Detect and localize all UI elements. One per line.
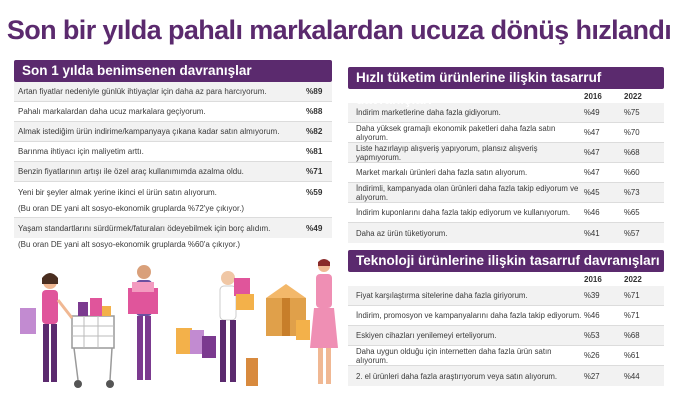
shopper-figure [202,271,258,386]
shoppers-illustration [20,259,338,388]
year-header: 2016 2022 [348,272,664,286]
value-2022: %75 [624,108,640,117]
table-row: İndirimli, kampanyada olan ürünleri daha… [348,183,664,203]
row-text: Liste hazırlayıp alışveriş yapıyorum, pl… [356,143,538,162]
behavior-pct: %71 [306,167,323,176]
table-row: Fiyat karşılaştırma sitelerine daha fazl… [348,286,664,306]
behavior-text: Benzin fiyatlarının artışı ile özel araç… [18,167,244,176]
shopper-figure [128,265,204,380]
table-row: İndirim marketlerine daha fazla gidiyoru… [348,103,664,123]
behavior-text: Pahalı markalardan daha ucuz markalara g… [18,107,206,116]
behavior-text: Barınma ihtiyacı için maliyetim arttı. [18,147,144,156]
behavior-pct: %81 [306,147,323,156]
left-section-heading: Son 1 yılda benimsenen davranışlar [14,60,332,82]
behavior-text: Artan fiyatlar nedeniyle günlük ihtiyaçl… [18,87,267,96]
table-row: Eskiyen cihazları yenilemeyi erteliyorum… [348,326,664,346]
behavior-text: Yaşam standartlarını sürdürmek/faturalar… [18,223,271,233]
row-text: Daha uygun olduğu için internetten daha … [356,346,552,365]
row-text: İndirim, promosyon ve kampanyalarını dah… [356,311,582,320]
list-item: Yaşam standartlarını sürdürmek/faturalar… [14,218,332,238]
page-title: Son bir yılda pahalı markalardan ucuza d… [6,15,672,45]
year-label: 2016 [584,91,602,101]
behavior-pct: %59 [306,187,323,197]
value-2022: %68 [624,148,640,157]
shopping-cart-icon [71,298,115,388]
behavior-text: Yeni bir şeyler almak yerine ikinci el ü… [18,187,217,197]
table-row: 2. el ürünleri daha fazla araştırıyorum … [348,366,664,386]
value-2016: %46 [584,311,600,320]
row-text: Fiyat karşılaştırma sitelerine daha fazl… [356,291,528,300]
tech-heading: Teknoloji ürünlerine ilişkin tasarruf da… [348,250,664,272]
table-row: İndirim, promosyon ve kampanyalarını dah… [348,306,664,326]
list-item: Almak istediğim ürün indirime/kampanyaya… [14,122,332,142]
table-row: İndirim kuponlarını daha fazla takip edi… [348,203,664,223]
behavior-text: Almak istediğim ürün indirime/kampanyaya… [18,127,280,136]
footnote: (Bu oran DE yani alt sosyo-ekonomik grup… [18,240,241,249]
value-2022: %70 [624,128,640,137]
value-2016: %26 [584,351,600,360]
table-row: Market markalı ürünleri daha fazla satın… [348,163,664,183]
behavior-pct: %49 [306,223,323,233]
value-2022: %44 [624,371,640,381]
year-label: 2016 [584,274,602,284]
row-text: Daha yüksek gramajlı ekonomik paketleri … [356,123,556,142]
behavior-pct: %88 [306,107,323,116]
list-item: Barınma ihtiyacı için maliyetim arttı. %… [14,142,332,162]
footnote: (Bu oran DE yani alt sosyo-ekonomik grup… [14,202,332,218]
value-2016: %27 [584,371,600,381]
value-2016: %46 [584,208,600,217]
value-2022: %73 [624,188,640,197]
tech-panel: Teknoloji ürünlerine ilişkin tasarruf da… [348,250,664,386]
behavior-pct: %89 [306,87,323,96]
list-item: Yeni bir şeyler almak yerine ikinci el ü… [14,182,332,202]
value-2022: %68 [624,331,640,340]
row-text: İndirim marketlerine daha fazla gidiyoru… [356,108,501,117]
row-text: Eskiyen cihazları yenilemeyi erteliyorum… [356,331,497,340]
value-2022: %71 [624,311,640,320]
list-item: Artan fiyatlar nedeniyle günlük ihtiyaçl… [14,82,332,102]
year-label: 2022 [624,91,642,101]
row-text: İndirimli, kampanyada olan ürünleri daha… [356,183,579,202]
value-2022: %61 [624,351,640,360]
table-row: Daha az ürün tüketiyorum. %41 %57 [348,223,664,243]
year-label: 2022 [624,274,642,284]
table-row: Liste hazırlayıp alışveriş yapıyorum, pl… [348,143,664,163]
shopper-figure [296,259,338,384]
value-2016: %49 [584,108,600,117]
row-text: Market markalı ürünleri daha fazla satın… [356,168,528,177]
value-2016: %53 [584,331,600,340]
row-text: 2. el ürünleri daha fazla araştırıyorum … [356,371,558,381]
behavior-pct: %82 [306,127,323,136]
fmcg-heading: Hızlı tüketim ürünlerine ilişkin tasarru… [348,67,664,107]
fmcg-panel: Hızlı tüketim ürünlerine ilişkin tasarru… [348,67,664,243]
table-row: Daha uygun olduğu için internetten daha … [348,346,664,366]
value-2016: %39 [584,291,600,300]
row-text: İndirim kuponlarını daha fazla takip edi… [356,208,571,217]
shopper-figure [20,273,74,382]
row-text: Daha az ürün tüketiyorum. [356,228,448,238]
list-item: Pahalı markalardan daha ucuz markalara g… [14,102,332,122]
year-header: 2016 2022 [348,89,664,103]
value-2016: %47 [584,168,600,177]
value-2022: %57 [624,228,640,238]
value-2022: %71 [624,291,640,300]
value-2016: %47 [584,148,600,157]
value-2022: %65 [624,208,640,217]
left-panel: Son 1 yılda benimsenen davranışlar Artan… [14,60,332,254]
table-row: Daha yüksek gramajlı ekonomik paketleri … [348,123,664,143]
value-2022: %60 [624,168,640,177]
value-2016: %45 [584,188,600,197]
list-item: Benzin fiyatlarının artışı ile özel araç… [14,162,332,182]
value-2016: %47 [584,128,600,137]
value-2016: %41 [584,228,600,238]
